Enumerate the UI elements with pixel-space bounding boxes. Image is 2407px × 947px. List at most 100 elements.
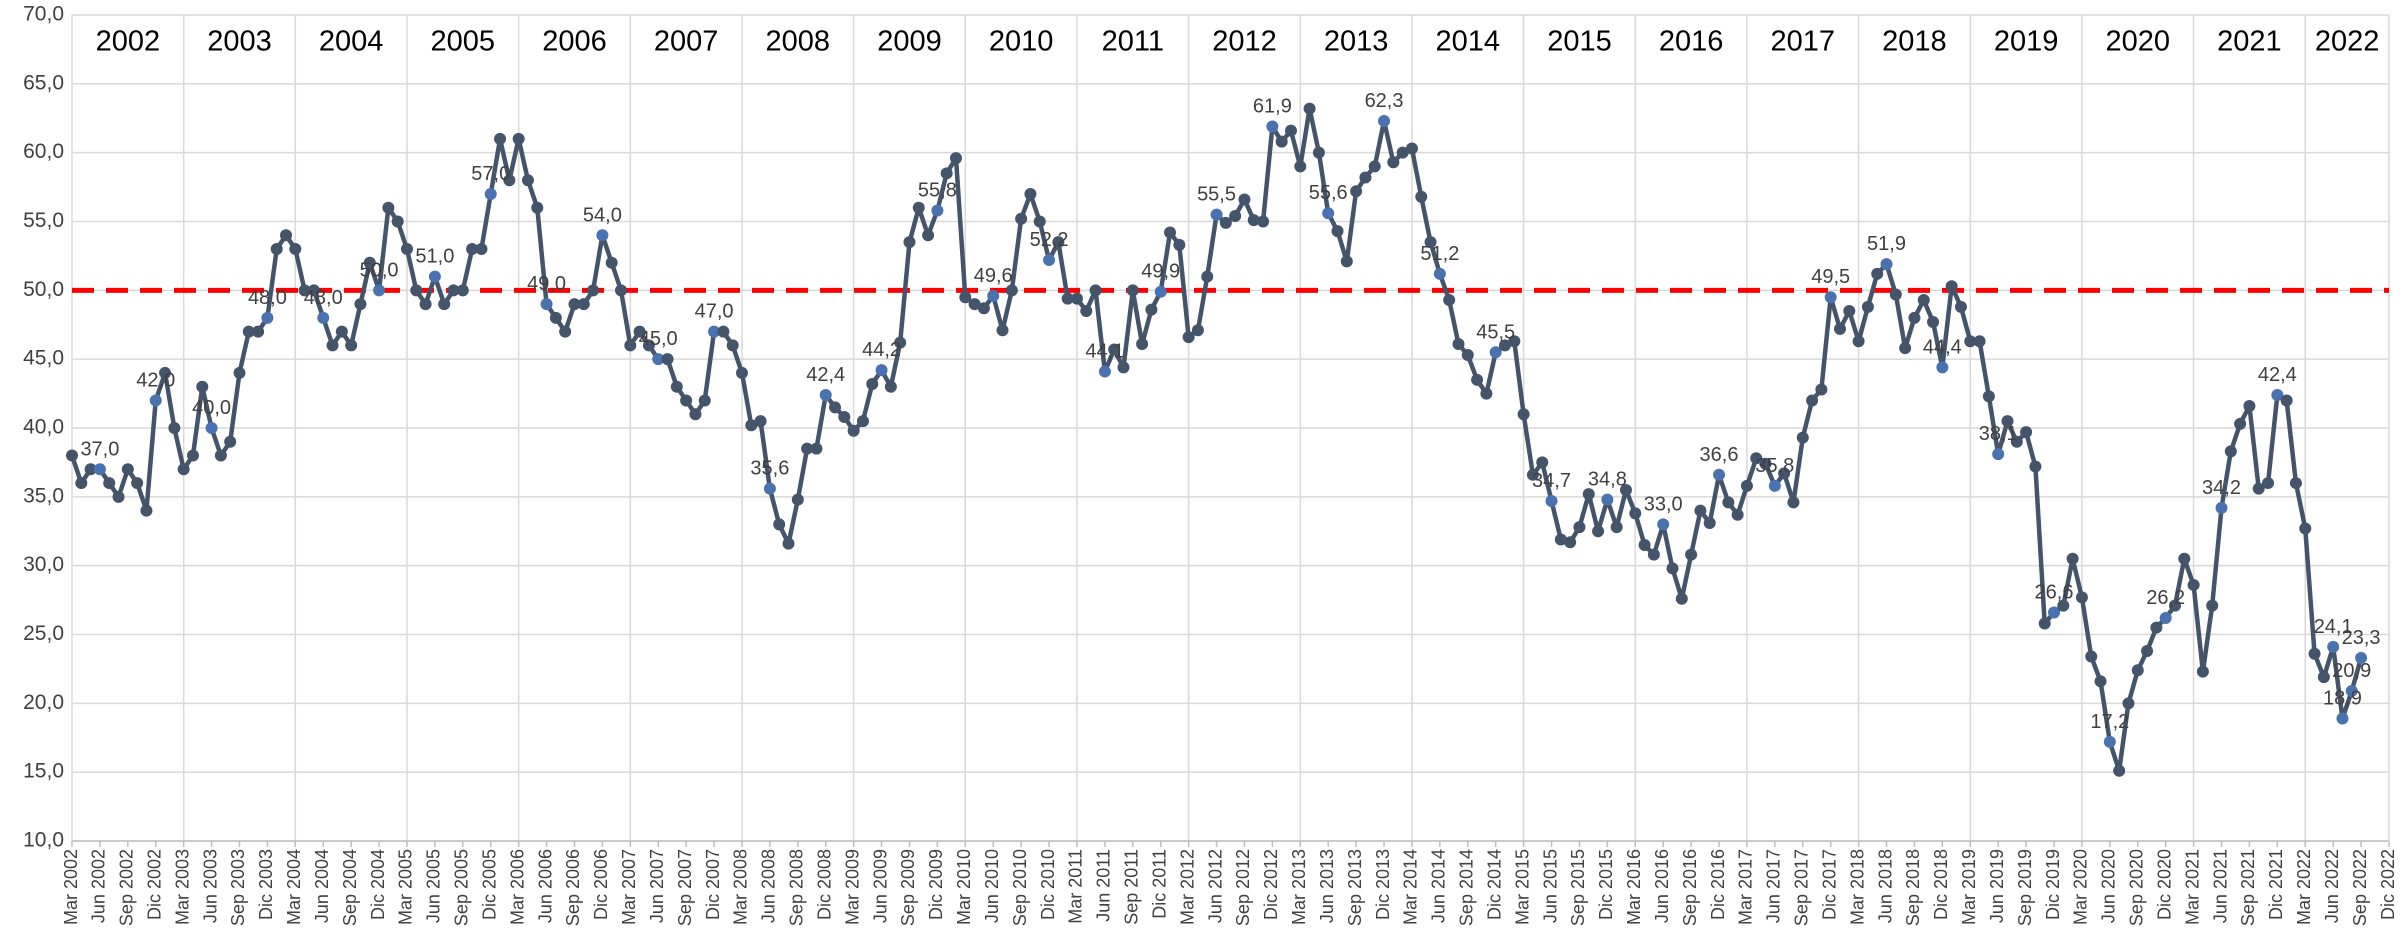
data-point: [1238, 193, 1251, 206]
data-label: 36,6: [1700, 444, 1739, 466]
data-point: [475, 243, 488, 256]
data-point: [1787, 496, 1800, 509]
data-point: [735, 366, 748, 379]
data-point: [1517, 408, 1530, 421]
x-tick-label: Sep 2010: [1010, 849, 1030, 926]
data-point: [949, 152, 962, 165]
data-label: 48,0: [248, 287, 287, 309]
data-label: 47,0: [695, 301, 734, 323]
x-tick-label: Mar 2005: [396, 849, 416, 925]
year-label: 2020: [2106, 26, 2171, 58]
x-tick-label: Mar 2008: [731, 849, 751, 925]
data-point: [2085, 650, 2098, 663]
data-point: [1703, 516, 1716, 529]
data-point: [2224, 445, 2237, 458]
x-tick-label: Jun 2011: [1094, 849, 1114, 922]
x-tick-label: Mar 2015: [1512, 849, 1532, 925]
data-point: [112, 490, 125, 503]
data-point: [1312, 146, 1325, 159]
x-tick-label: Mar 2019: [1959, 849, 1979, 925]
data-point: [1982, 390, 1995, 403]
data-label: 44,4: [1923, 336, 1962, 358]
y-tick-label: 65,0: [23, 71, 64, 94]
data-point: [912, 201, 925, 214]
data-point: [2206, 599, 2219, 612]
data-point: [1275, 135, 1288, 148]
year-label: 2011: [1102, 26, 1164, 58]
data-point: [1694, 504, 1707, 517]
x-tick-label: Mar 2003: [172, 849, 192, 925]
data-point: [261, 311, 274, 324]
data-point: [438, 298, 451, 311]
data-label: 50,0: [360, 259, 399, 281]
year-label: 2008: [766, 26, 831, 58]
data-point: [521, 174, 534, 187]
data-point: [1675, 592, 1688, 605]
data-label: 55,5: [1197, 184, 1236, 206]
data-point: [1545, 494, 1558, 507]
x-tick-label: Sep 2021: [2238, 849, 2258, 926]
data-point: [224, 435, 237, 448]
data-point: [335, 325, 348, 338]
x-tick-label: Dic 2014: [1484, 849, 1504, 920]
x-tick-label: Dic 2017: [1819, 849, 1839, 920]
data-label: 62,3: [1365, 90, 1404, 112]
data-point: [568, 298, 581, 311]
data-point: [400, 243, 413, 256]
x-tick-label: Mar 2006: [507, 849, 527, 925]
data-point: [252, 325, 265, 338]
x-tick-label: Jun 2016: [1652, 849, 1672, 923]
data-point: [466, 243, 479, 256]
x-tick-label: Jun 2021: [2210, 849, 2230, 923]
data-point: [363, 256, 376, 269]
x-tick-label: Sep 2002: [117, 849, 137, 926]
year-label: 2002: [96, 26, 161, 58]
x-tick-label: Mar 2022: [2294, 849, 2314, 925]
data-point: [1815, 383, 1828, 396]
data-point: [596, 229, 609, 242]
data-point: [1340, 255, 1353, 268]
data-point: [1461, 349, 1474, 362]
data-point: [884, 380, 897, 393]
data-point: [196, 380, 209, 393]
data-point: [1713, 468, 1726, 481]
data-point: [2113, 764, 2126, 777]
data-point: [1824, 291, 1837, 304]
data-point: [2159, 611, 2172, 624]
x-tick-label: Sep 2020: [2127, 849, 2147, 926]
data-point: [819, 388, 832, 401]
data-label: 45,5: [1476, 321, 1515, 343]
data-point: [1508, 335, 1521, 348]
x-tick-label: Mar 2017: [1736, 849, 1756, 925]
data-point: [1861, 300, 1874, 313]
data-point: [419, 298, 432, 311]
x-tick-label: Sep 2003: [228, 849, 248, 926]
data-point: [680, 394, 693, 407]
data-point: [1452, 338, 1465, 351]
data-label: 42,4: [2258, 364, 2297, 386]
y-tick-label: 20,0: [23, 691, 64, 714]
data-point: [1945, 280, 1958, 293]
x-tick-label: Dic 2009: [926, 849, 946, 920]
x-tick-label: Dic 2019: [2043, 849, 2063, 920]
data-label: 49,0: [527, 273, 566, 295]
data-point: [75, 477, 88, 490]
data-label: 54,0: [583, 204, 622, 226]
data-point: [140, 504, 153, 517]
data-point: [298, 284, 311, 297]
data-point: [1917, 293, 1930, 306]
x-tick-label: Sep 2018: [1903, 849, 1923, 926]
data-point: [1331, 225, 1344, 238]
data-point: [66, 449, 78, 462]
data-label: 52,2: [1030, 229, 1069, 251]
y-tick-label: 10,0: [23, 829, 64, 852]
data-point: [540, 298, 553, 311]
data-label: 35,6: [750, 458, 789, 480]
data-point: [2336, 712, 2349, 725]
data-point: [280, 229, 293, 242]
data-point: [1266, 120, 1279, 133]
year-label: 2006: [542, 26, 607, 58]
data-point: [810, 442, 823, 455]
data-point: [2271, 388, 2284, 401]
data-point: [894, 336, 907, 349]
